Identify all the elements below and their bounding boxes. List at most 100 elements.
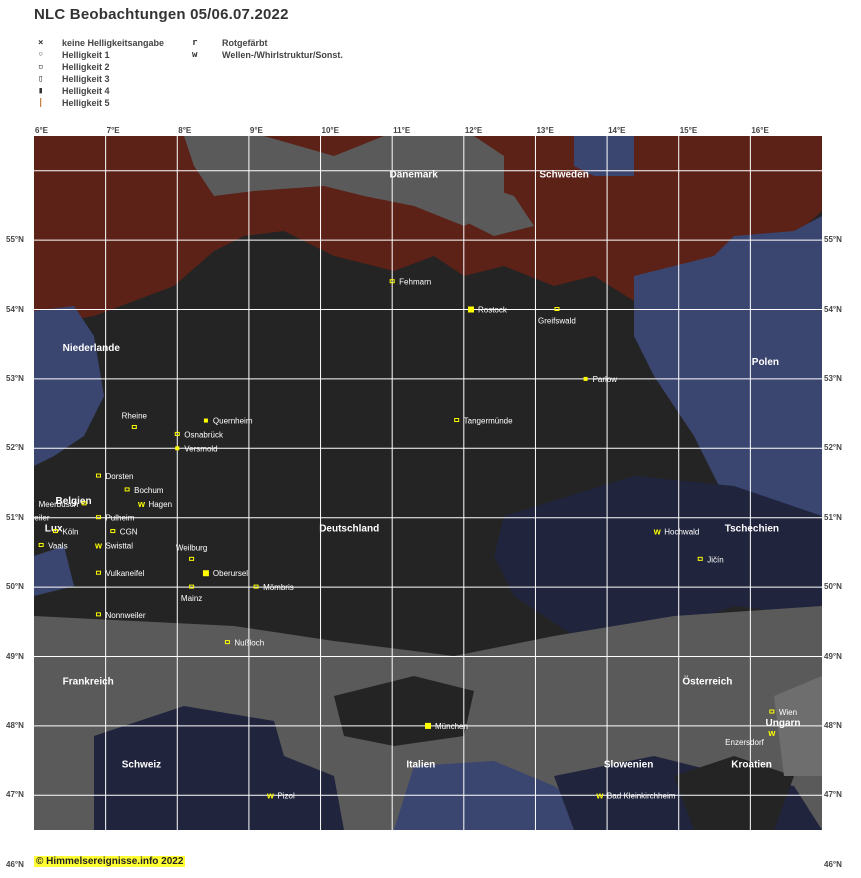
axis-tick-top: 7°E <box>106 126 120 135</box>
station-marker[interactable]: Vulkaneifel <box>95 569 145 578</box>
station-symbol <box>467 306 474 313</box>
station-marker[interactable]: w Bad Kleinkirchheim <box>595 790 675 800</box>
station-marker[interactable]: w Pizol <box>266 790 295 800</box>
station-symbol <box>95 570 101 575</box>
station-symbol <box>175 446 180 451</box>
copyright-footer: © Himmelsereignisse.info 2022 <box>34 856 186 867</box>
station-marker[interactable]: Parlow <box>583 375 618 384</box>
station-label: Rheine <box>122 411 148 420</box>
station-label: Fehmarn <box>399 278 431 287</box>
station-marker[interactable]: Nonnweiler <box>95 611 146 620</box>
axis-tick-top: 16°E <box>751 126 769 135</box>
country-label: Slowenien <box>604 760 653 771</box>
station-marker[interactable]: Osnabrück <box>174 430 224 439</box>
station-label: Swisttal <box>105 541 133 550</box>
legend-label: Wellen-/Whirlstruktur/Sonst. <box>222 50 343 60</box>
station-marker[interactable]: w Swisttal <box>94 540 133 550</box>
axis-tick-right: 47°N <box>824 790 842 800</box>
axis-tick-left: 47°N <box>6 790 24 800</box>
station-marker[interactable]: Rheine <box>122 411 148 429</box>
wave-symbol: w <box>94 540 103 550</box>
country-label: Österreich <box>682 674 732 687</box>
station-marker[interactable]: Fehmarn <box>389 278 431 287</box>
station-label: Pulheim <box>105 514 134 523</box>
station-marker[interactable]: Jičín <box>697 555 724 564</box>
axis-tick-left: 48°N <box>6 720 24 730</box>
station-symbol <box>202 570 209 577</box>
station-marker[interactable]: Versmold <box>175 444 218 453</box>
station-label: Wien <box>779 708 797 717</box>
station-symbol <box>425 722 431 729</box>
country-label: Schweiz <box>122 760 161 771</box>
station-marker[interactable]: Mainz <box>181 584 202 603</box>
station-marker[interactable]: Greifswald <box>538 307 576 326</box>
axis-tick-top: 10°E <box>321 126 339 135</box>
wave-symbol: w <box>653 527 662 537</box>
axis-tick-right: 51°N <box>824 512 842 522</box>
station-marker[interactable]: Pulheim <box>95 514 135 523</box>
axis-tick-top: 11°E <box>393 126 411 135</box>
station-marker[interactable]: Wien <box>769 708 797 717</box>
axis-tick-right: 50°N <box>824 582 842 592</box>
country-label: Deutschland <box>319 524 379 535</box>
station-symbol <box>769 709 775 714</box>
wave-symbol: w <box>137 499 146 509</box>
station-symbol <box>189 584 195 589</box>
axis-tick-left: 49°N <box>6 651 24 661</box>
wave-symbol: w <box>595 790 604 800</box>
station-label: Bochum <box>134 486 164 495</box>
axis-tick-top: 13°E <box>536 126 554 135</box>
legend-symbol: | <box>38 98 44 108</box>
czech-area <box>494 476 822 636</box>
station-label: Osnabrück <box>184 430 224 439</box>
station-label: Bad Kleinkirchheim <box>607 791 676 800</box>
legend-label: keine Helligkeitsangabe <box>62 38 165 48</box>
station-marker[interactable]: Bochum <box>124 486 164 495</box>
station-marker[interactable]: w Hochwald <box>653 527 700 537</box>
station-marker[interactable]: Rostock <box>467 306 508 315</box>
station-label: Vaals <box>48 541 67 550</box>
station-marker[interactable]: Nußloch <box>224 639 264 648</box>
station-marker[interactable]: Vaals <box>38 541 68 550</box>
station-marker[interactable]: w Hagen <box>137 499 172 509</box>
station-marker[interactable]: Mömbris <box>253 583 294 592</box>
station-label: Nußloch <box>234 639 264 648</box>
station-symbol <box>253 584 259 589</box>
axis-tick-left: 55°N <box>6 235 24 245</box>
station-marker[interactable]: Oberursel <box>202 569 248 578</box>
legend-symbol: ◦ <box>38 50 44 60</box>
station-marker[interactable]: Eschweiler <box>34 514 50 523</box>
map-canvas[interactable]: Dänemark Schweden Niederlande Polen Belgien L… <box>34 136 822 830</box>
station-marker[interactable]: Dorsten <box>95 472 133 481</box>
kattegat <box>454 176 534 236</box>
station-marker[interactable]: Köln <box>52 528 79 537</box>
country-label: Schweden <box>539 170 588 181</box>
station-label: München <box>435 722 468 731</box>
station-marker[interactable]: CGN <box>110 528 138 537</box>
station-label: Pizol <box>277 791 295 800</box>
axis-tick-right: 46°N <box>824 859 842 869</box>
legend-symbol: × <box>38 38 44 48</box>
country-label: Dänemark <box>389 170 438 181</box>
axis-tick-top: 8°E <box>178 126 192 135</box>
axis-tick-left: 50°N <box>6 582 24 592</box>
station-label: Parlow <box>593 375 618 384</box>
station-marker[interactable]: Quernheim <box>203 417 253 426</box>
station-marker[interactable]: Tangermünde <box>454 417 513 426</box>
station-marker[interactable]: Meerbusch <box>39 500 87 509</box>
netherlands-area <box>34 306 104 466</box>
station-marker[interactable]: Weilburg <box>176 543 207 561</box>
lux-area <box>34 546 74 596</box>
legend-symbol: w <box>192 50 198 60</box>
station-symbol <box>554 307 560 311</box>
station-symbol <box>95 473 101 478</box>
map-title: NLC Beobachtungen 05/06.07.2022 <box>34 6 289 23</box>
axis-tick-right: 53°N <box>824 373 842 383</box>
station-symbol <box>174 431 180 436</box>
legend-label: Helligkeit 2 <box>62 62 110 72</box>
station-marker[interactable]: München <box>425 722 468 731</box>
legend-label: Helligkeit 1 <box>62 50 110 60</box>
switzerland-area <box>94 706 344 830</box>
station-symbol <box>110 529 116 534</box>
